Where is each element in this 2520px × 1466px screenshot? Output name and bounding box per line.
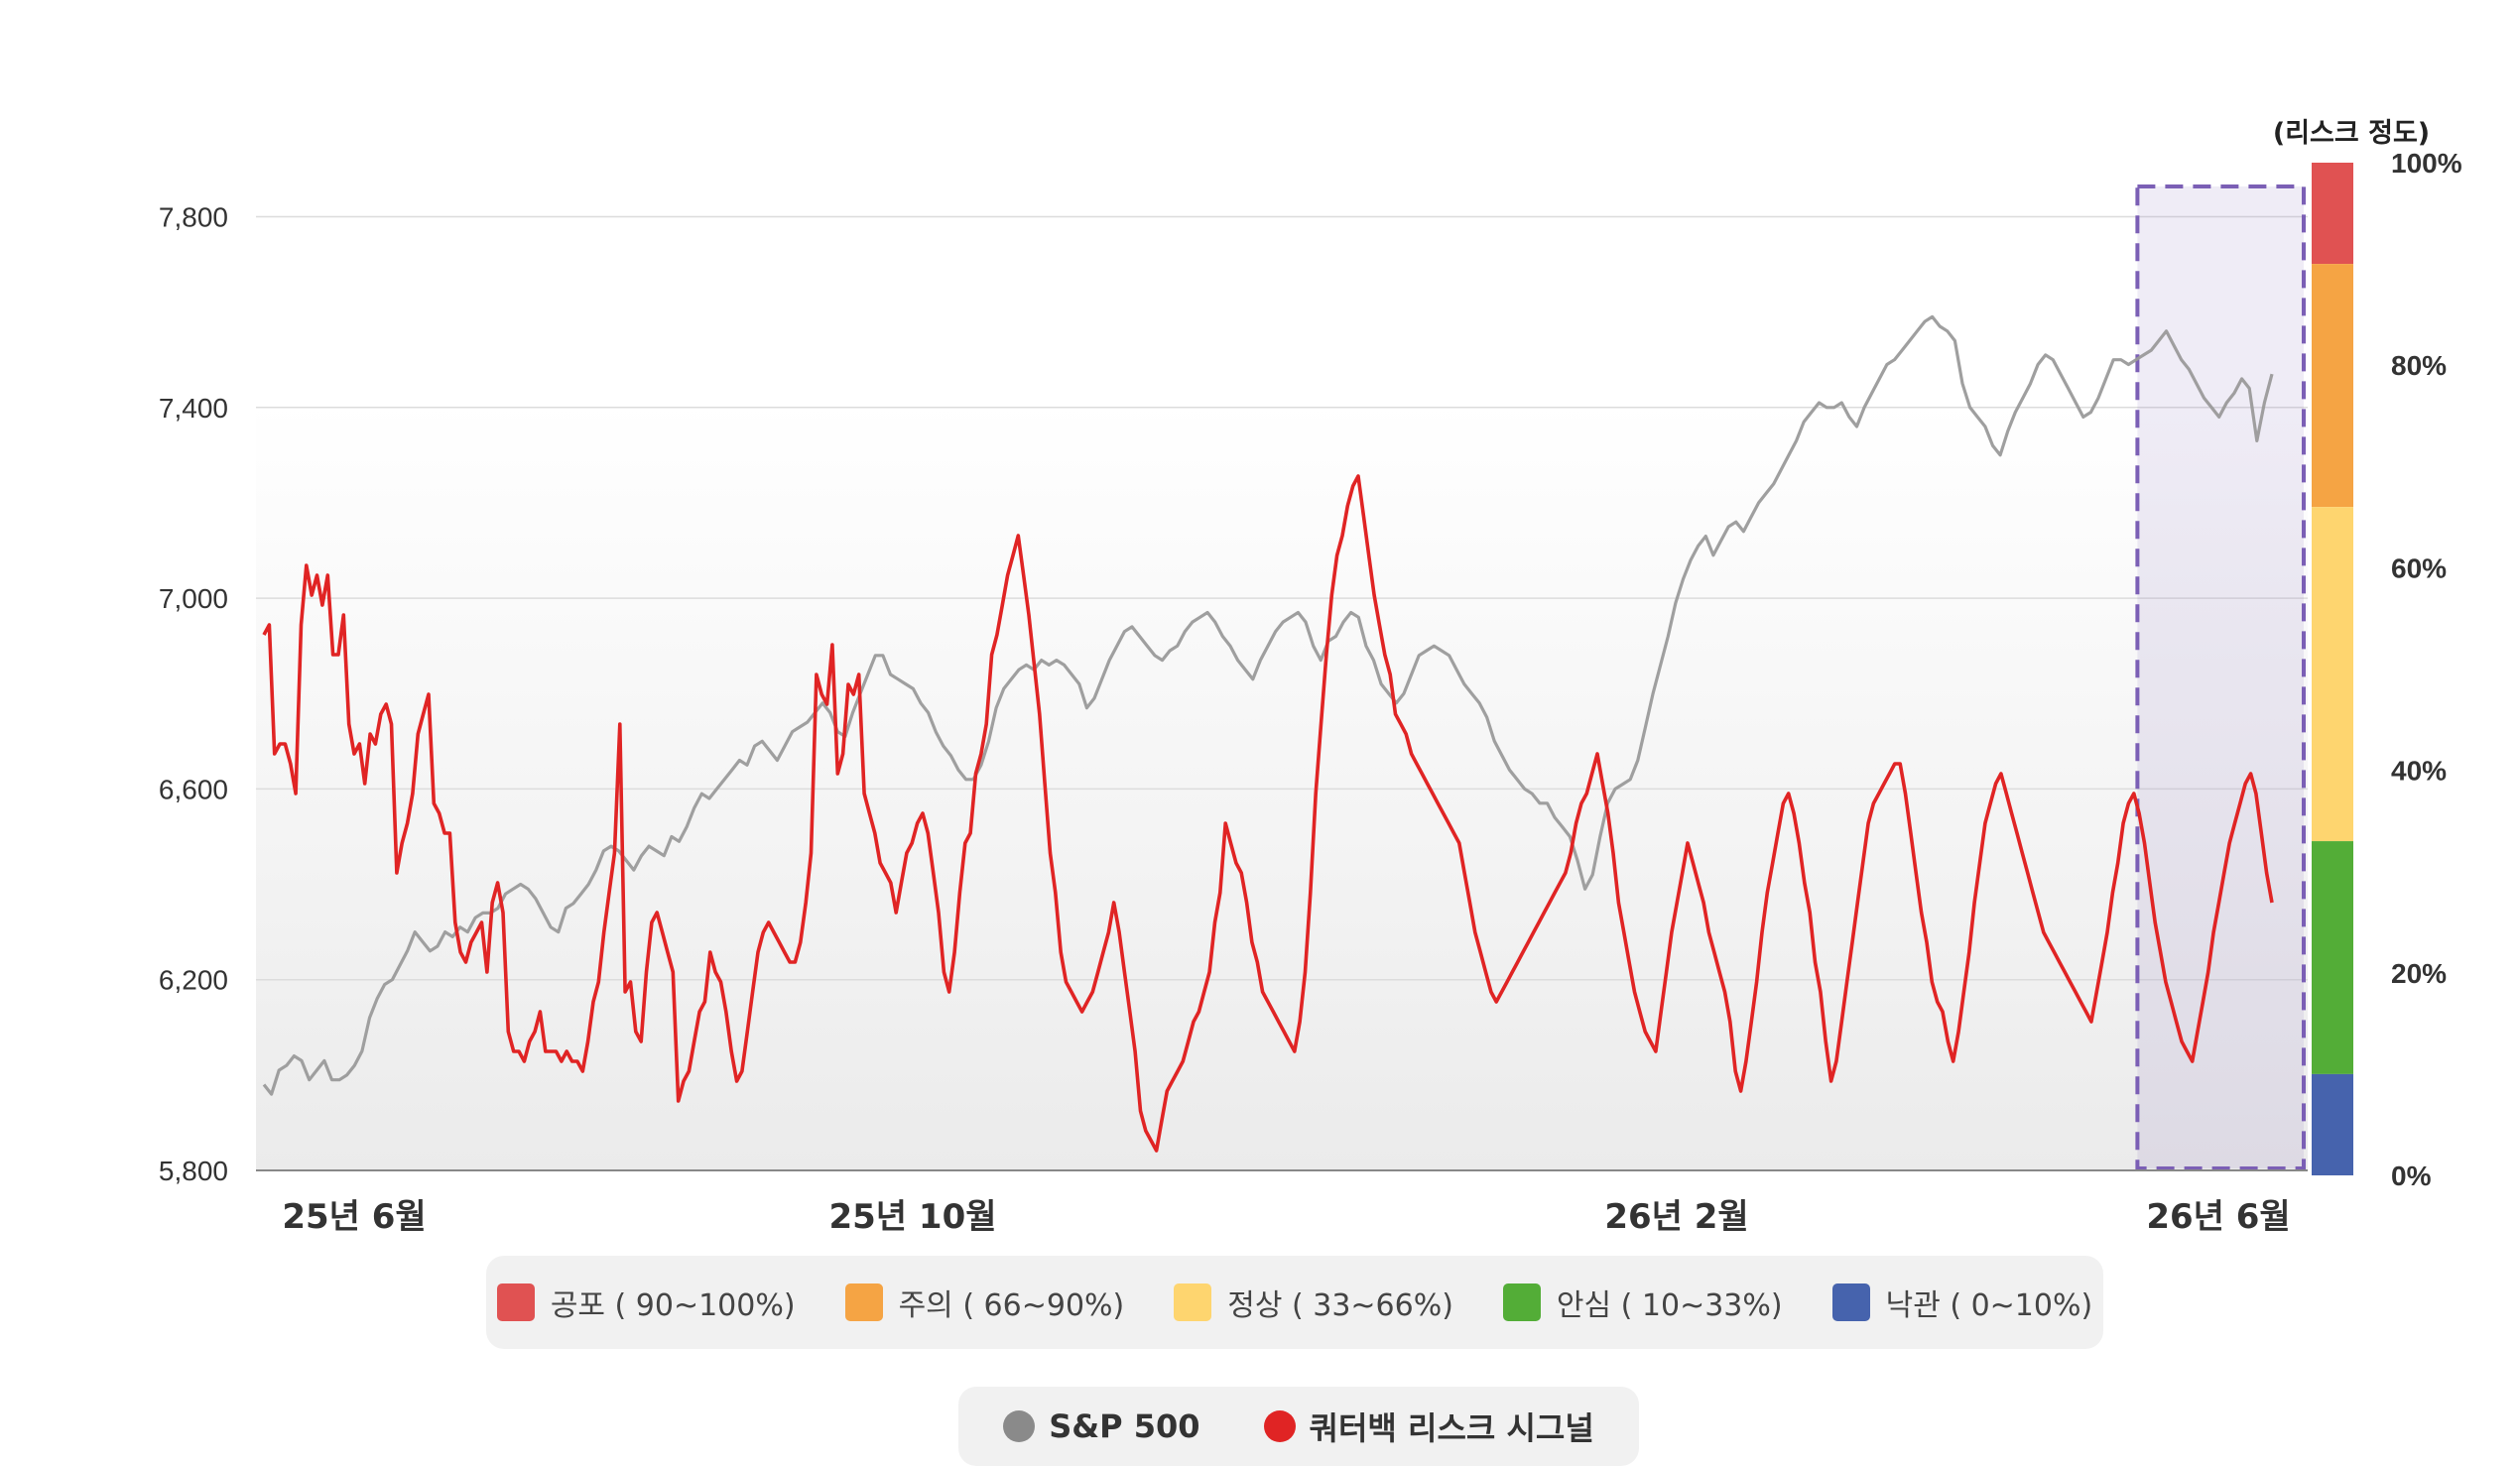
risk-band [2312,507,2353,842]
risk-tick-label: 20% [2391,958,2447,989]
plot-background [256,402,2308,1170]
risk-legend-item: 안심 ( 10~33%) [1502,1281,1783,1324]
x-tick-label: 25년 6월 [282,1197,426,1237]
sp500-line [262,314,2274,1096]
risk-legend-label: 정상 ( 33~66%) [1227,1288,1453,1323]
x-tick-label: 26년 6월 [2146,1197,2290,1237]
series-legend: S&P 500 쿼터백 리스크 시그널 [958,1387,1639,1466]
risk-legend-item: 공포 ( 90~100%) [496,1281,796,1324]
y-tick-label: 7,400 [159,393,228,424]
risk-legend-label: 안심 ( 10~33%) [1556,1288,1783,1323]
y-tick-label: 6,200 [159,965,228,996]
series-legend-item: 쿼터백 리스크 시그널 [1263,1404,1594,1449]
risk-band [2312,163,2353,265]
risk-level-legend: 공포 ( 90~100%) 주의 ( 66~90%) 정상 ( 33~66%) 안심 … [486,1256,2103,1349]
risk-legend-label: 낙관 ( 0~10%) [1885,1288,2093,1323]
risk-band [2312,264,2353,508]
risk-signal-line [262,474,2274,1153]
risk-legend-item: 정상 ( 33~66%) [1174,1281,1453,1324]
x-axis-ticks: 25년 6월 25년 10월 26년 2월 26년 6월 [282,1197,2290,1237]
risk-legend-swatch [496,1283,535,1321]
y-tick-label: 5,800 [159,1156,228,1186]
risk-legend-item: 주의 ( 66~90%) [844,1281,1125,1324]
x-tick-label: 26년 2월 [1604,1197,1748,1237]
risk-tick-label: 0% [2391,1161,2432,1191]
risk-tick-label: 80% [2391,350,2447,381]
y-tick-label: 7,800 [159,201,228,232]
risk-scale-title: (리스크 정도) [2273,118,2430,149]
risk-legend-item: 낙관 ( 0~10%) [1831,1281,2093,1324]
series-legend-label: S&P 500 [1049,1407,1200,1445]
risk-tick-label: 100% [2391,148,2462,179]
risk-legend-label: 공포 ( 90~100%) [550,1288,796,1323]
highlight-region [2135,184,2307,1170]
risk-tick-label: 60% [2391,552,2447,583]
risk-band [2312,1073,2353,1175]
left-axis-ticks: 7,800 7,400 7,000 6,600 6,200 5,800 [159,201,228,1186]
series-legend-label: 쿼터백 리스크 시그널 [1309,1409,1594,1447]
risk-scale-bar [2312,163,2353,1175]
series-legend-dot [1263,1410,1296,1442]
risk-tick-label: 40% [2391,756,2447,787]
x-tick-label: 25년 10월 [828,1197,996,1237]
risk-legend-swatch [844,1283,883,1321]
series-legend-dot [1003,1410,1036,1442]
risk-legend-swatch [1174,1283,1212,1321]
y-tick-label: 6,600 [159,774,228,804]
gridlines [256,215,2308,981]
y-tick-label: 7,000 [159,583,228,614]
risk-band [2312,841,2353,1074]
risk-legend-swatch [1502,1283,1541,1321]
right-axis-ticks: 100% 80% 60% 40% 20% 0% [2391,148,2462,1191]
series-legend-item: S&P 500 [1003,1407,1200,1445]
risk-legend-label: 주의 ( 66~90%) [898,1288,1125,1323]
risk-legend-swatch [1831,1283,1870,1321]
